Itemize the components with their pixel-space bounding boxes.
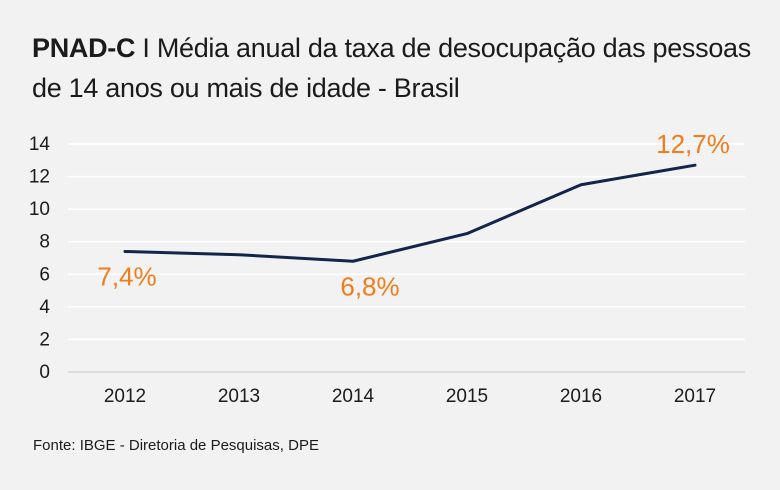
data-label: 6,8%: [340, 271, 399, 301]
y-tick-label: 4: [39, 297, 50, 318]
y-tick-label: 6: [39, 264, 50, 285]
series-line: [123, 163, 697, 263]
title-text: Média anual da taxa de desocupação das p…: [32, 33, 751, 103]
x-tick-label: 2017: [674, 386, 716, 407]
y-tick-label: 8: [39, 232, 50, 253]
x-tick-label: 2014: [332, 386, 375, 407]
y-tick-label: 14: [29, 134, 51, 155]
source-note: Fonte: IBGE - Diretoria de Pesquisas, DP…: [33, 437, 319, 454]
chart-title: PNAD-C I Média anual da taxa de desocupa…: [32, 28, 762, 108]
x-tick-label: 2012: [104, 386, 146, 407]
x-tick-label: 2013: [218, 386, 260, 407]
y-tick-label: 10: [29, 199, 50, 220]
x-tick-label: 2015: [446, 386, 488, 407]
y-tick-label: 12: [29, 167, 50, 188]
x-tick-label: 2016: [560, 386, 602, 407]
data-label: 12,7%: [656, 129, 730, 159]
y-tick-label: 2: [39, 329, 50, 350]
title-bold: PNAD-C: [32, 33, 136, 63]
y-tick-label: 0: [39, 362, 50, 383]
data-label: 7,4%: [97, 261, 156, 291]
title-separator: I: [135, 33, 157, 63]
